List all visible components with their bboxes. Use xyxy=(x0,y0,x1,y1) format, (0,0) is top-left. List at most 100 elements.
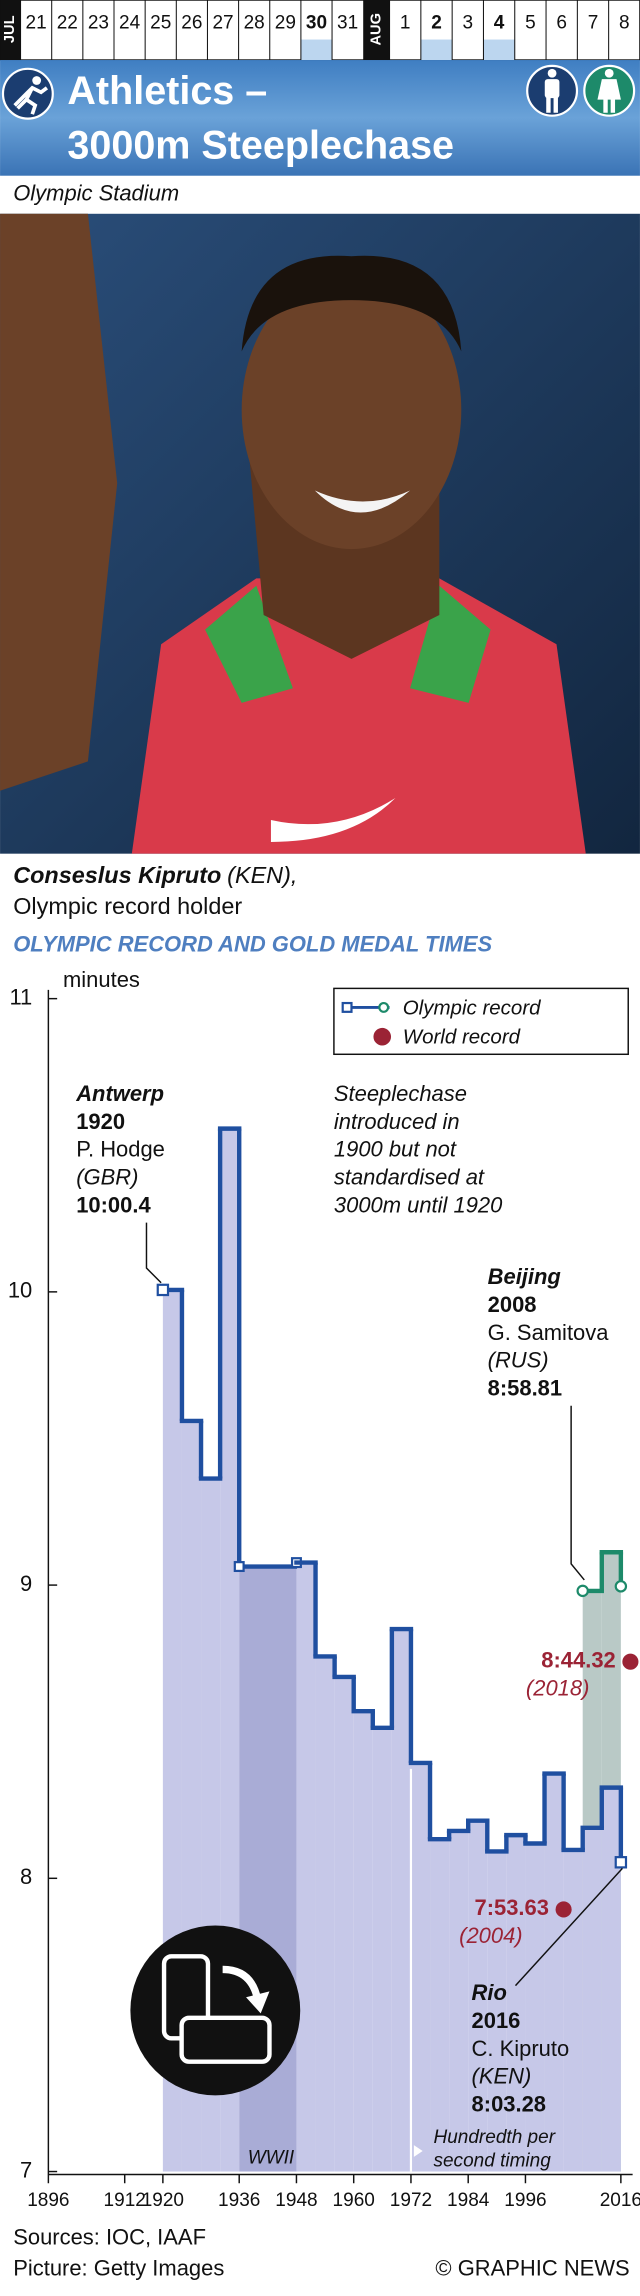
area-step xyxy=(468,1820,488,2172)
annotation: standardised at xyxy=(334,1165,485,1190)
y-tick-label: 9 xyxy=(20,1571,32,1596)
world-record-label: 8:44.32 xyxy=(541,1648,615,1673)
annotation: G. Samitova xyxy=(488,1320,610,1345)
annotation: (GBR) xyxy=(76,1165,138,1190)
y-tick-label: 7 xyxy=(20,2157,32,2182)
annotation: 10:00.4 xyxy=(76,1192,151,1217)
annotation: second timing xyxy=(433,2150,551,2171)
annotation: 2016 xyxy=(472,2008,521,2033)
world-record-year: (2004) xyxy=(459,1923,522,1948)
day-highlight xyxy=(420,39,453,61)
annotation: Antwerp xyxy=(75,1081,164,1106)
legend-label: World record xyxy=(403,1026,521,1049)
month-tab xyxy=(363,0,390,61)
annotation: Rio xyxy=(472,1980,507,2005)
day-label: 21 xyxy=(26,12,47,33)
day-label: 25 xyxy=(150,12,171,33)
month-label: AUG xyxy=(368,13,384,46)
day-label: 26 xyxy=(181,12,202,33)
leader-line xyxy=(570,1405,585,1581)
point-marker xyxy=(614,1856,628,1869)
point-marker xyxy=(233,1561,245,1573)
credit: © GRAPHIC NEWS xyxy=(435,2255,629,2280)
area-step xyxy=(449,1830,469,2172)
world-record-label: 7:53.63 xyxy=(475,1895,549,1920)
title: 3000m Steeplechase xyxy=(67,123,454,167)
area-step xyxy=(372,1727,392,2172)
annotation: introduced in xyxy=(334,1109,460,1134)
day-label: 23 xyxy=(88,12,109,33)
x-tick-label: 1936 xyxy=(218,2190,260,2211)
venue: Olympic Stadium xyxy=(13,181,179,206)
x-tick-label: 1948 xyxy=(275,2190,317,2211)
day-label: 7 xyxy=(588,12,599,33)
y-tick-label: 11 xyxy=(9,984,32,1009)
day-label: 28 xyxy=(244,12,265,33)
x-tick-label: 1996 xyxy=(504,2190,546,2211)
x-tick-label: 1896 xyxy=(27,2190,69,2211)
day-highlight xyxy=(300,39,333,61)
leader-line xyxy=(145,1222,162,1284)
area-step xyxy=(410,1762,431,2172)
day-label: 2 xyxy=(431,12,442,33)
annotation: WWII xyxy=(248,2147,295,2168)
area-step xyxy=(601,1787,621,2172)
point-marker xyxy=(576,1584,589,1598)
area-step xyxy=(334,1676,354,2172)
day-label: 8 xyxy=(619,12,630,33)
caption-country: (KEN), xyxy=(227,862,297,888)
day-label: 31 xyxy=(337,12,358,33)
gender-figures xyxy=(544,68,621,113)
area-step xyxy=(220,1128,240,2172)
caption-name: Conseslus Kipruto xyxy=(13,862,221,888)
area-step xyxy=(544,1773,564,2172)
day-label: 3 xyxy=(463,12,474,33)
area-step xyxy=(582,1827,602,2172)
chart-title: Olympic Record and Gold Medal Times xyxy=(13,932,492,957)
rotate-device-icon xyxy=(130,1925,301,2096)
point-marker xyxy=(156,1283,170,1297)
day-label: 29 xyxy=(275,12,296,33)
photo xyxy=(0,213,640,854)
area-step xyxy=(525,1843,545,2172)
x-tick-label: 1920 xyxy=(142,2190,184,2211)
x-tick-label: 1960 xyxy=(333,2190,375,2211)
annotation: Steeplechase xyxy=(334,1081,467,1106)
x-tick-label: 1984 xyxy=(447,2190,490,2211)
day-label: 27 xyxy=(212,12,233,33)
legend-swatch xyxy=(378,1001,390,1013)
annotation: C. Kipruto xyxy=(472,2036,570,2061)
caption: Conseslus Kipruto (KEN), xyxy=(13,862,297,888)
annotation: 1920 xyxy=(76,1109,125,1134)
date-strip: JUL AUG 21 22 23 24 25 26 27 28 29 30 31 1 2 3 4 5 6 7 8 xyxy=(0,0,640,61)
x-tick-label: 1972 xyxy=(390,2190,432,2211)
day-label: 4 xyxy=(494,12,505,33)
day-label: 6 xyxy=(556,12,567,33)
world-record-marker xyxy=(622,1653,639,1670)
area-step xyxy=(315,1656,335,2172)
x-tick-label: 2016 xyxy=(600,2190,640,2211)
month-label: JUL xyxy=(2,15,18,43)
leader-line xyxy=(514,1867,623,1987)
legend-swatch xyxy=(341,1001,353,1013)
area-step xyxy=(430,1839,450,2172)
area-step xyxy=(296,1562,316,2172)
area-step xyxy=(487,1851,507,2172)
area-step xyxy=(563,1849,583,2172)
month-tab xyxy=(0,0,21,61)
timing-arrow xyxy=(413,2145,423,2157)
x-tick-label: 1912 xyxy=(104,2190,146,2211)
world-record-year: (2018) xyxy=(526,1675,589,1700)
annotation: (KEN) xyxy=(472,2064,532,2089)
title: Athletics – xyxy=(67,69,267,113)
y-axis-label: minutes xyxy=(63,967,140,992)
legend-label: Olympic record xyxy=(403,996,541,1019)
runner-icon xyxy=(13,76,49,115)
annotation: Hundredth per xyxy=(433,2127,555,2148)
legend: Olympic record World record xyxy=(333,987,629,1056)
area-step xyxy=(391,1629,411,2172)
annotation: 1900 but not xyxy=(334,1137,457,1162)
